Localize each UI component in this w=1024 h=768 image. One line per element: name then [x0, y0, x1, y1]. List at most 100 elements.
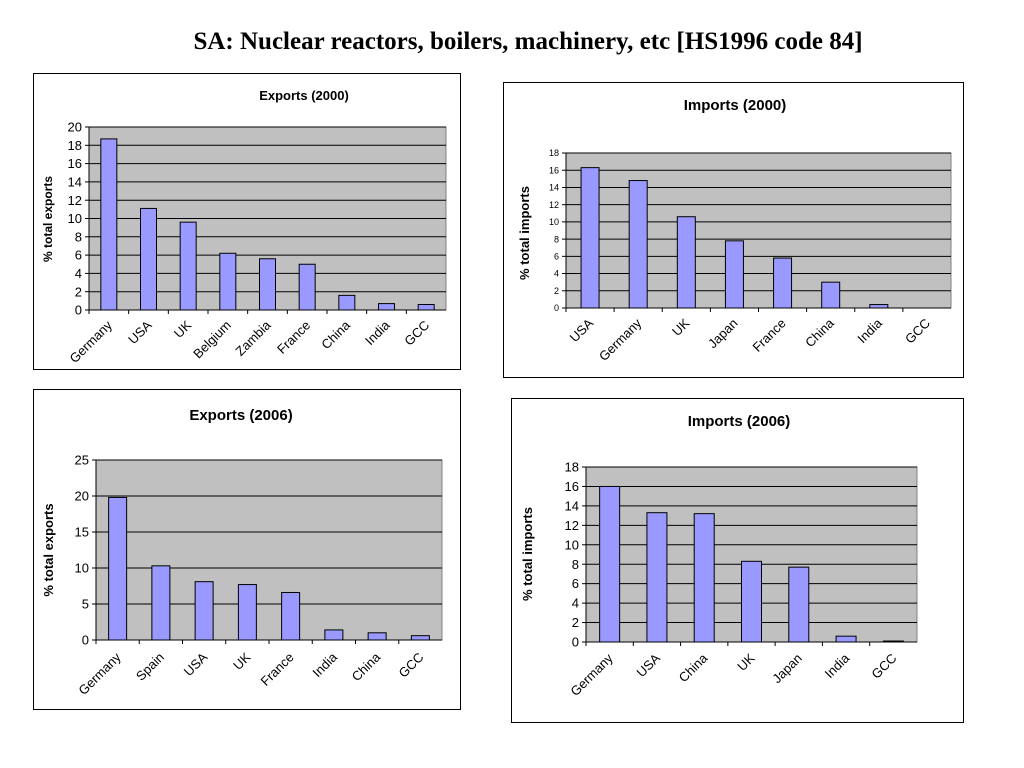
y-tick-label: 5	[82, 597, 89, 612]
bar-japan	[724, 240, 744, 309]
y-tick-label: 10	[549, 217, 559, 227]
bar-germany	[100, 138, 118, 311]
chart-panel-exports-2000: Exports (2000) 0 2 4 6 8 10 12 14 16 18 20 % total e…	[33, 73, 461, 370]
y-tick-label: 4	[554, 269, 559, 279]
bar-uk	[676, 216, 696, 309]
bar-zambia	[259, 258, 276, 311]
x-tick-label-gcc: GCC	[868, 651, 899, 682]
bar-belgium	[219, 252, 237, 311]
plot-area	[565, 152, 952, 309]
x-tick-label-spain: Spain	[133, 650, 167, 684]
y-tick-label: 10	[75, 561, 89, 576]
y-tick-label: 16	[565, 479, 579, 494]
exports-2006-chart: Exports (2006) 0 5 10 15 20 25 % total exports G…	[41, 407, 443, 698]
exports-2000-chart: Exports (2000) 0 2 4 6 8 10 12 14 16 18 20 % total e…	[41, 88, 447, 366]
y-tick-label: 18	[68, 138, 82, 153]
x-tick-label-india: India	[362, 317, 393, 348]
y-tick-label: 0	[82, 633, 89, 648]
chart-panel-imports-2000: Imports (2000) 0 2 4 6 8 10 12 14 16 18 % total imp…	[503, 82, 964, 378]
x-tick-label-china: China	[676, 650, 711, 685]
x-tick-label-uk: UK	[230, 649, 254, 673]
y-tick-label: 2	[572, 615, 579, 630]
bar-france	[773, 257, 793, 309]
bar-france	[281, 591, 301, 641]
y-tick-label: 0	[572, 635, 579, 650]
bar-india	[378, 303, 395, 311]
y-tick-label: 12	[549, 200, 559, 210]
bar-germany	[628, 180, 648, 309]
bar-usa	[646, 512, 668, 643]
bar-gcc	[410, 635, 430, 641]
x-tick-label-india: India	[309, 649, 340, 680]
x-tick-label-china: China	[318, 317, 353, 352]
x-tick-label-germany: Germany	[596, 315, 645, 364]
x-tick-label-uk: UK	[669, 315, 693, 339]
page-title: SA: Nuclear reactors, boilers, machinery…	[193, 28, 863, 55]
x-tick-label-usa: USA	[634, 650, 664, 680]
x-tick-label-usa: USA	[181, 649, 211, 679]
bar-uk	[237, 584, 257, 641]
x-tick-label-japan: Japan	[705, 316, 741, 352]
x-tick-label-japan: Japan	[769, 651, 805, 687]
y-tick-label: 20	[75, 489, 89, 504]
y-tick-label: 8	[75, 229, 82, 244]
y-tick-label: 15	[75, 525, 89, 540]
x-tick-label-gcc: GCC	[401, 318, 432, 349]
y-tick-label: 6	[572, 576, 579, 591]
bar-usa	[140, 207, 157, 311]
x-tick-label-belgium: Belgium	[190, 318, 234, 362]
x-tick-label-china: China	[802, 315, 837, 350]
y-axis-label: % total exports	[41, 503, 56, 596]
x-tick-label-germany: Germany	[75, 649, 124, 698]
x-tick-label-usa: USA	[125, 317, 155, 347]
x-tick-label-india: India	[854, 315, 885, 346]
y-tick-label: 16	[549, 165, 559, 175]
bar-gcc	[417, 304, 435, 311]
chart-title: Imports (2000)	[684, 97, 787, 114]
y-tick-label: 14	[565, 498, 579, 513]
bar-india	[835, 635, 857, 643]
x-tick-label-france: France	[258, 650, 297, 689]
y-tick-label: 8	[572, 557, 579, 572]
y-tick-label: 18	[565, 460, 579, 475]
bar-india	[324, 629, 344, 641]
bar-china	[338, 294, 356, 311]
y-tick-label: 0	[75, 303, 82, 318]
y-tick-label: 14	[68, 174, 82, 189]
y-tick-label: 2	[75, 284, 82, 299]
y-tick-label: 10	[68, 211, 82, 226]
y-axis-label: % total exports	[41, 176, 55, 262]
y-tick-label: 8	[554, 234, 559, 244]
y-tick-label: 2	[554, 286, 559, 296]
imports-2006-chart: Imports (2006) 0 2 4 6 8 10 12 14 16 18 % total imp…	[520, 413, 918, 699]
x-tick-label-zambia: Zambia	[232, 317, 274, 359]
chart-panel-exports-2006: Exports (2006) 0 5 10 15 20 25 % total exports G…	[33, 389, 461, 710]
y-tick-label: 18	[549, 148, 559, 158]
plot-area	[95, 459, 443, 641]
y-tick-label: 4	[572, 596, 579, 611]
x-tick-label-uk: UK	[171, 317, 195, 341]
bar-gcc	[882, 640, 904, 643]
y-tick-label: 6	[75, 248, 82, 263]
y-tick-label: 4	[75, 266, 82, 281]
x-tick-label-china: China	[349, 649, 384, 684]
y-axis-label: % total imports	[517, 186, 532, 280]
y-tick-label: 0	[554, 303, 559, 313]
x-tick-label-gcc: GCC	[902, 316, 933, 347]
bar-usa	[580, 167, 600, 309]
bar-uk	[179, 221, 197, 311]
x-tick-label-france: France	[274, 318, 313, 357]
bar-india	[869, 304, 889, 309]
y-tick-label: 14	[549, 183, 559, 193]
bar-china	[693, 513, 715, 643]
bar-china	[367, 632, 387, 641]
x-tick-label-gcc: GCC	[395, 650, 426, 681]
y-tick-label: 12	[565, 518, 579, 533]
bar-spain	[151, 565, 171, 641]
x-tick-label-usa: USA	[567, 315, 597, 345]
chart-title: Imports (2006)	[688, 413, 791, 430]
chart-panel-imports-2006: Imports (2006) 0 2 4 6 8 10 12 14 16 18 % total imp…	[511, 398, 964, 723]
y-tick-label: 6	[554, 251, 559, 261]
y-tick-label: 16	[68, 156, 82, 171]
bar-germany	[108, 496, 128, 641]
